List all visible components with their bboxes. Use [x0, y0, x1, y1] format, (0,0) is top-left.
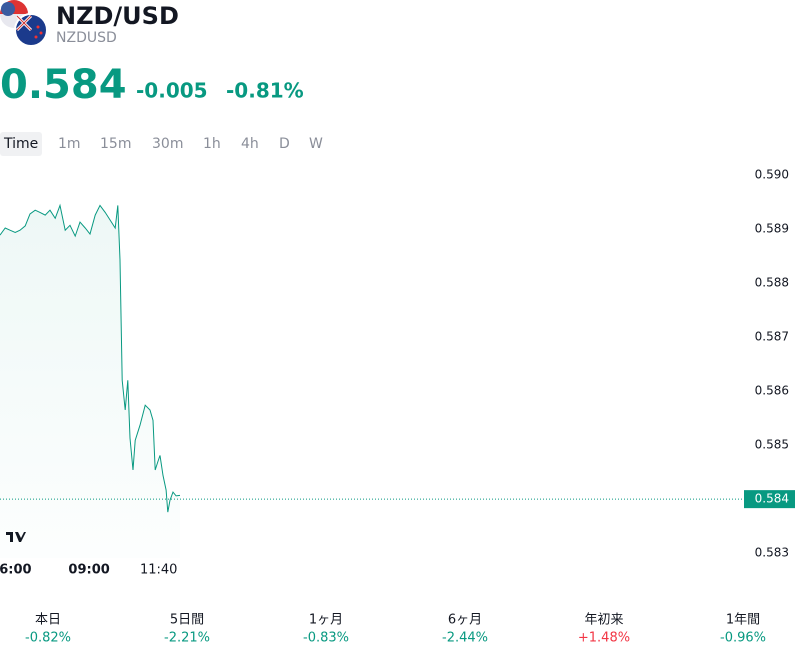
period-value: -2.21%: [164, 631, 210, 646]
price-line: [0, 203, 181, 513]
y-tick-label: 0.585: [755, 438, 789, 452]
x-tick-label: 09:00: [68, 563, 109, 578]
period-label[interactable]: 1ヶ月: [309, 613, 343, 628]
area: [0, 205, 180, 558]
y-tick-label: 0.586: [755, 384, 789, 398]
period-label[interactable]: 5日間: [170, 613, 204, 628]
last-price-tag: [744, 490, 795, 509]
y-tick-label: 0.587: [755, 330, 789, 344]
interval-tab[interactable]: W: [309, 136, 323, 152]
period-label[interactable]: 本日: [35, 613, 61, 628]
title: NZD/USD: [56, 2, 179, 30]
flag-icons: [0, 0, 48, 47]
interval-tab[interactable]: D: [279, 136, 290, 152]
interval-tab[interactable]: Time: [3, 136, 38, 152]
y-tick-label: 0.588: [755, 276, 789, 290]
interval-tab[interactable]: 15m: [100, 136, 131, 152]
period-value: -2.44%: [442, 631, 488, 646]
symbol: NZDUSD: [56, 30, 117, 46]
period-value: -0.83%: [303, 631, 349, 646]
period-value: -0.96%: [720, 631, 766, 646]
period-value: +1.48%: [578, 631, 630, 646]
y-tick-label: 0.589: [755, 222, 789, 236]
y-tick-label: 0.590: [755, 168, 789, 182]
y-tick-label: 0.583: [755, 546, 789, 560]
period-label[interactable]: 年初来: [584, 613, 623, 628]
price: 0.584: [0, 62, 127, 108]
tab-selected: [0, 132, 42, 156]
last-price-label: 0.584: [755, 492, 789, 506]
x-tick-label: 11:40: [140, 563, 177, 578]
change-percent: -0.81%: [226, 79, 304, 103]
x-tick-label: 06:00: [0, 563, 32, 578]
change: -0.005: [136, 79, 208, 103]
period-label[interactable]: 1年間: [726, 613, 760, 628]
period-label[interactable]: 6ヶ月: [448, 613, 482, 628]
interval-tab[interactable]: 1m: [58, 136, 81, 152]
period-value: -0.82%: [25, 631, 71, 646]
interval-tab[interactable]: 4h: [241, 136, 259, 152]
interval-tab[interactable]: 30m: [152, 136, 183, 152]
interval-tab[interactable]: 1h: [203, 136, 221, 152]
